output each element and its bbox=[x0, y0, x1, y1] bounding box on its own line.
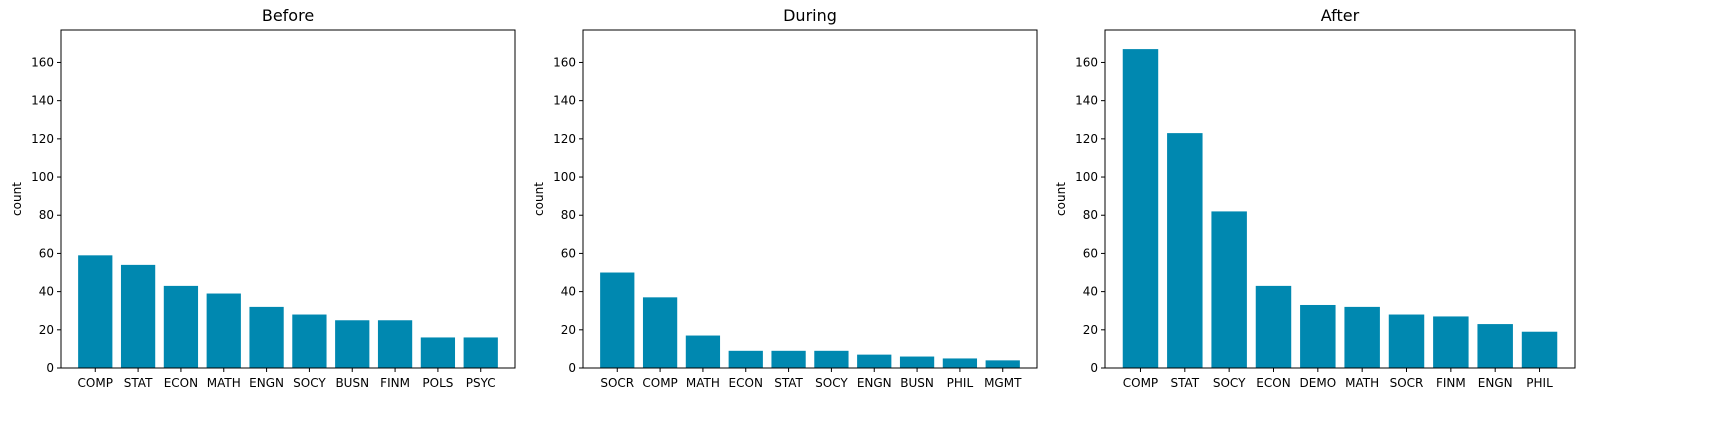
y-tick-label-2-2: 40 bbox=[1083, 285, 1098, 299]
x-tick-label-0-0: COMP bbox=[78, 376, 113, 390]
y-tick-label-2-3: 60 bbox=[1083, 246, 1098, 260]
bar-0-4 bbox=[249, 306, 284, 368]
y-tick-label-0-1: 20 bbox=[39, 323, 54, 337]
bar-2-8 bbox=[1477, 324, 1513, 368]
y-tick-label-0-3: 60 bbox=[39, 246, 54, 260]
x-tick-label-1-4: STAT bbox=[774, 376, 803, 390]
y-tick-label-1-6: 120 bbox=[553, 132, 576, 146]
bar-2-6 bbox=[1388, 314, 1425, 368]
x-tick-label-1-7: BUSN bbox=[900, 376, 934, 390]
plot-frame-1 bbox=[582, 29, 1038, 369]
y-tick-label-2-4: 80 bbox=[1083, 208, 1098, 222]
x-tick-label-2-2: SOCY bbox=[1213, 376, 1246, 390]
bar-2-0 bbox=[1122, 49, 1159, 368]
x-tick-label-2-8: ENGN bbox=[1478, 376, 1513, 390]
plot-frame-0 bbox=[60, 29, 516, 369]
x-tick-label-1-6: ENGN bbox=[857, 376, 892, 390]
y-tick-label-1-3: 60 bbox=[561, 246, 576, 260]
x-tick-label-0-1: STAT bbox=[124, 376, 153, 390]
bar-1-0 bbox=[600, 272, 635, 368]
x-tick-label-1-9: MGMT bbox=[984, 376, 1022, 390]
y-tick-label-1-2: 40 bbox=[561, 285, 576, 299]
y-tick-label-2-0: 0 bbox=[1090, 361, 1098, 375]
y-axis-label-2: count bbox=[1054, 182, 1068, 216]
x-tick-label-0-6: BUSN bbox=[335, 376, 369, 390]
x-tick-label-1-8: PHIL bbox=[947, 376, 974, 390]
x-tick-label-1-0: SOCR bbox=[600, 376, 634, 390]
bar-1-7 bbox=[899, 356, 935, 368]
y-tick-label-1-7: 140 bbox=[553, 94, 576, 108]
x-tick-label-2-3: ECON bbox=[1256, 376, 1290, 390]
bar-1-4 bbox=[771, 350, 806, 368]
x-tick-label-2-0: COMP bbox=[1123, 376, 1158, 390]
chart-title-2: After bbox=[1321, 6, 1360, 25]
y-tick-label-2-8: 160 bbox=[1075, 55, 1098, 69]
bar-0-1 bbox=[120, 264, 156, 368]
bar-2-4 bbox=[1300, 304, 1336, 368]
y-tick-label-2-7: 140 bbox=[1075, 94, 1098, 108]
x-tick-label-0-3: MATH bbox=[207, 376, 241, 390]
bar-1-1 bbox=[642, 297, 678, 368]
y-axis-label-0: count bbox=[10, 182, 24, 216]
y-tick-label-1-0: 0 bbox=[568, 361, 576, 375]
y-tick-label-0-5: 100 bbox=[31, 170, 54, 184]
y-tick-label-0-6: 120 bbox=[31, 132, 54, 146]
x-tick-label-0-2: ECON bbox=[164, 376, 198, 390]
bar-0-8 bbox=[420, 337, 456, 368]
y-tick-label-1-4: 80 bbox=[561, 208, 576, 222]
bar-1-2 bbox=[685, 335, 721, 368]
y-tick-label-2-5: 100 bbox=[1075, 170, 1098, 184]
chart-title-1: During bbox=[783, 6, 837, 25]
x-tick-label-1-5: SOCY bbox=[815, 376, 848, 390]
bar-0-2 bbox=[163, 285, 199, 368]
x-tick-label-0-9: PSYC bbox=[466, 376, 496, 390]
x-tick-label-1-3: ECON bbox=[729, 376, 763, 390]
y-axis-label-1: count bbox=[532, 182, 546, 216]
x-tick-label-2-4: DEMO bbox=[1300, 376, 1337, 390]
x-tick-label-2-9: PHIL bbox=[1526, 376, 1553, 390]
bar-1-5 bbox=[814, 350, 849, 368]
bar-2-2 bbox=[1211, 211, 1247, 368]
bar-0-3 bbox=[206, 293, 241, 368]
y-tick-label-0-0: 0 bbox=[46, 361, 54, 375]
bar-0-9 bbox=[463, 337, 498, 368]
bar-0-6 bbox=[335, 320, 370, 368]
bar-0-5 bbox=[292, 314, 327, 368]
bar-1-9 bbox=[985, 360, 1020, 368]
x-tick-label-0-5: SOCY bbox=[293, 376, 326, 390]
y-tick-label-1-1: 20 bbox=[561, 323, 576, 337]
y-tick-label-0-4: 80 bbox=[39, 208, 54, 222]
y-tick-label-0-7: 140 bbox=[31, 94, 54, 108]
x-tick-label-1-1: COMP bbox=[642, 376, 677, 390]
y-tick-label-1-5: 100 bbox=[553, 170, 576, 184]
x-tick-label-1-2: MATH bbox=[686, 376, 720, 390]
y-tick-label-1-8: 160 bbox=[553, 55, 576, 69]
chart-title-0: Before bbox=[262, 6, 314, 25]
y-tick-label-0-2: 40 bbox=[39, 285, 54, 299]
bar-0-0 bbox=[78, 255, 113, 368]
y-tick-label-0-8: 160 bbox=[31, 55, 54, 69]
x-tick-label-0-8: POLS bbox=[422, 376, 453, 390]
x-tick-label-0-7: FINM bbox=[380, 376, 410, 390]
x-tick-label-0-4: ENGN bbox=[249, 376, 284, 390]
bar-0-7 bbox=[377, 320, 413, 368]
x-tick-label-2-5: MATH bbox=[1345, 376, 1379, 390]
x-tick-label-2-6: SOCR bbox=[1390, 376, 1424, 390]
bar-2-3 bbox=[1255, 285, 1292, 368]
bar-1-8 bbox=[942, 358, 978, 368]
bar-2-1 bbox=[1167, 133, 1203, 368]
bar-2-7 bbox=[1433, 316, 1469, 368]
y-tick-label-2-1: 20 bbox=[1083, 323, 1098, 337]
x-tick-label-2-7: FINM bbox=[1436, 376, 1466, 390]
bar-2-9 bbox=[1521, 331, 1558, 368]
bar-1-6 bbox=[857, 354, 892, 368]
x-tick-label-2-1: STAT bbox=[1170, 376, 1199, 390]
y-tick-label-2-6: 120 bbox=[1075, 132, 1098, 146]
bar-1-3 bbox=[728, 350, 763, 368]
plot-frame-2 bbox=[1104, 29, 1576, 369]
bar-2-5 bbox=[1344, 306, 1380, 368]
